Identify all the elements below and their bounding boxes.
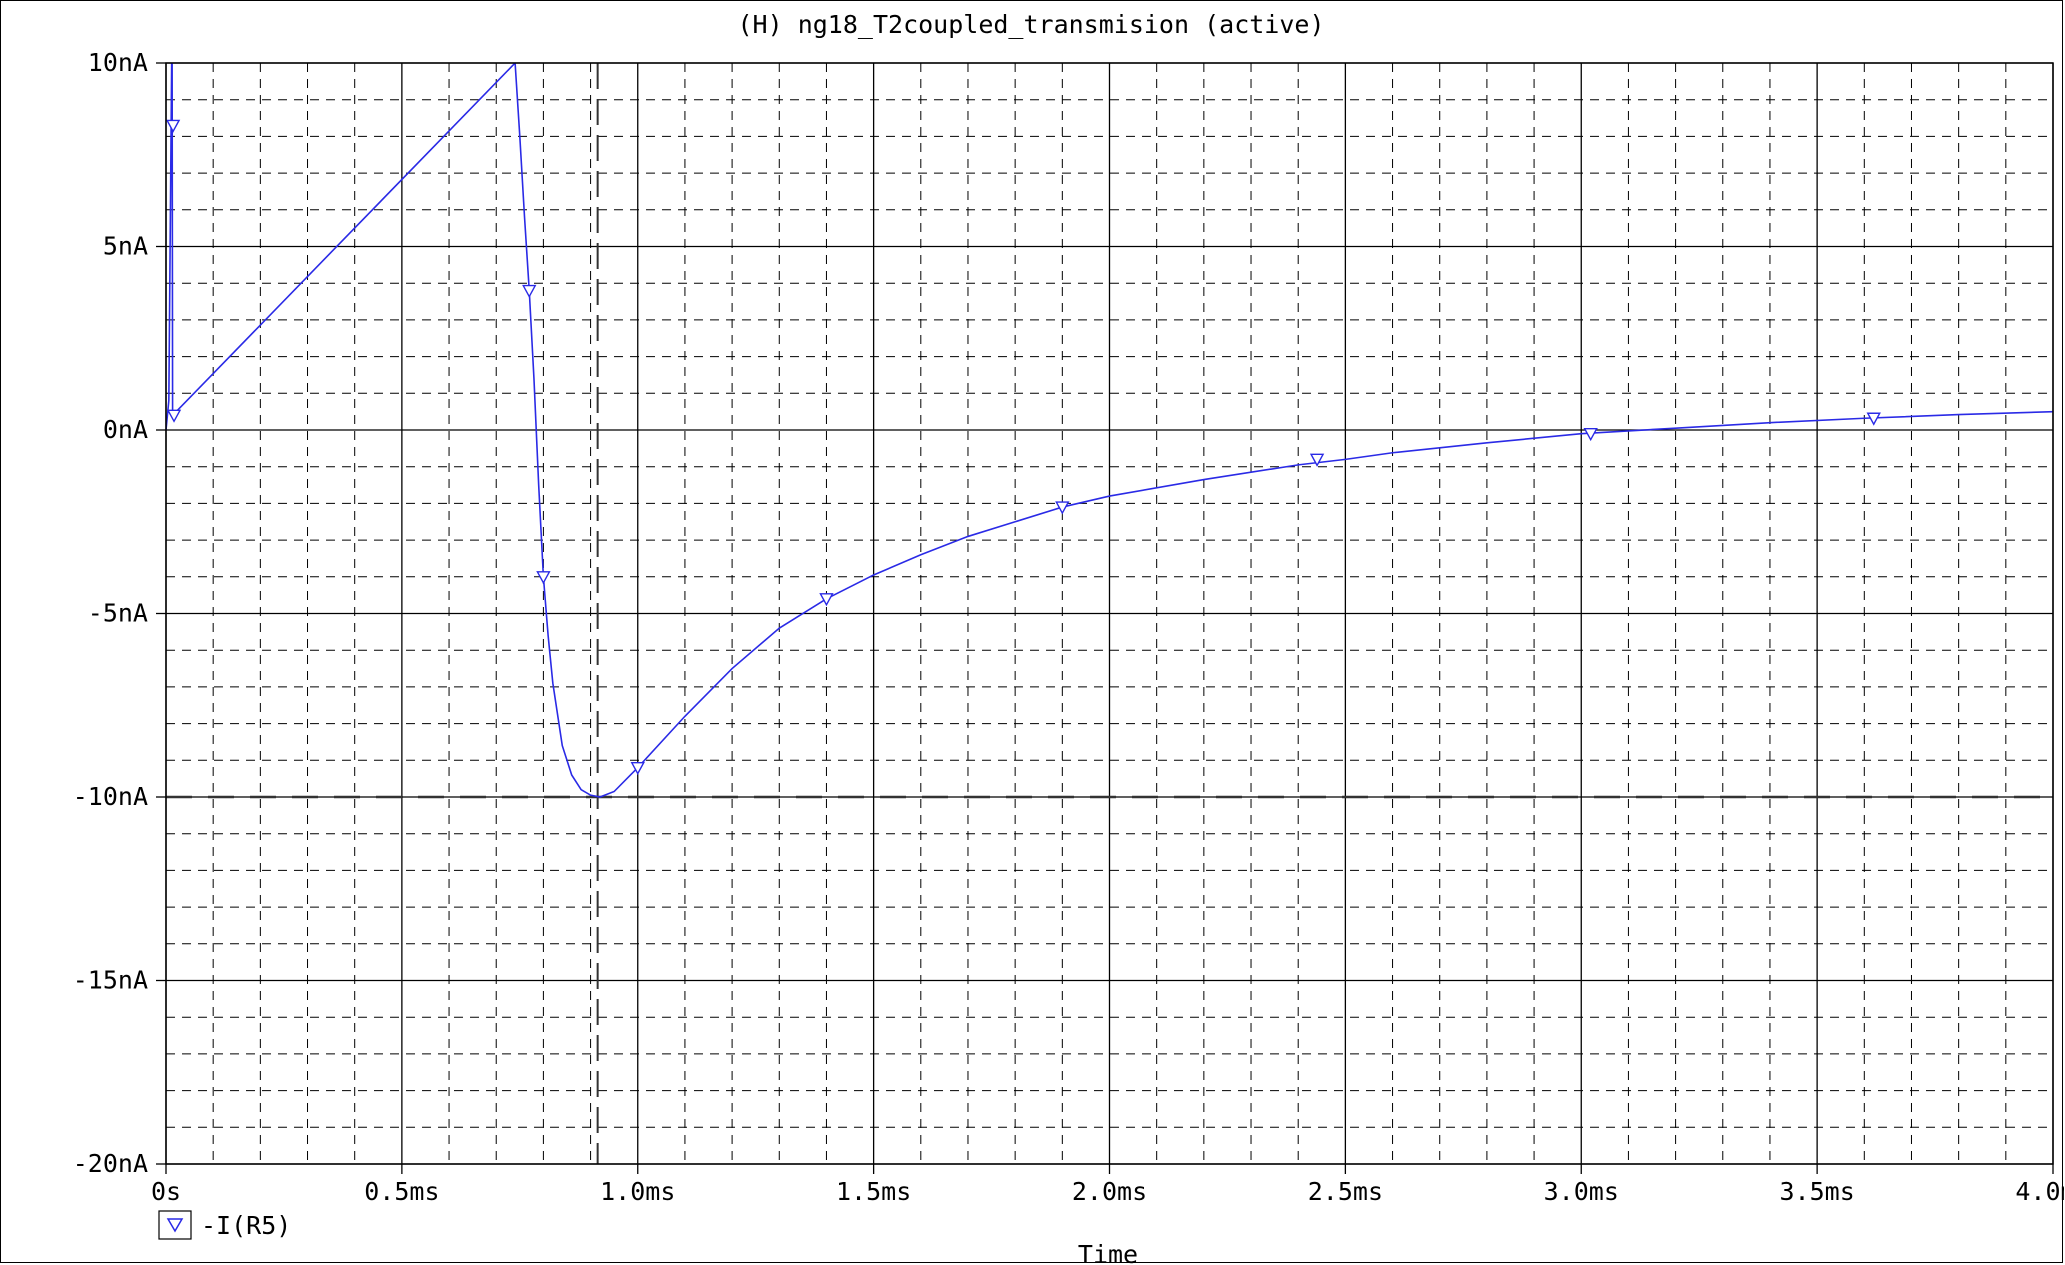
x-tick-label: 4.0ms — [2015, 1177, 2064, 1206]
chart-title: (H) ng18_T2coupled_transmision (active) — [738, 10, 1325, 39]
series-marker-triangle — [819, 593, 834, 607]
y-tick-label: -20nA — [73, 1149, 148, 1178]
series-group — [166, 63, 2053, 798]
x-axis-label: Time — [1078, 1240, 1138, 1264]
series-marker-triangle — [1583, 427, 1598, 442]
y-tick-label: 0nA — [103, 415, 148, 444]
y-tick-label: -5nA — [88, 599, 148, 628]
x-tick-label: 0s — [151, 1177, 181, 1206]
y-axis-ticks: 10nA 5nA 0nA -5nA -10nA -15nA -20nA — [73, 48, 166, 1178]
x-tick-label: 0.5ms — [364, 1177, 439, 1206]
cursor-crosshair[interactable] — [166, 63, 2053, 1164]
series-marker-triangle — [166, 409, 182, 423]
legend-marker-box — [158, 1210, 192, 1240]
x-tick-label: 1.0ms — [600, 1177, 675, 1206]
legend-triangle-icon — [166, 1218, 184, 1233]
y-tick-label: 5nA — [103, 232, 148, 261]
series-line-i-r5 — [166, 63, 2053, 798]
y-tick-label: -15nA — [73, 966, 148, 995]
series-marker-triangle — [1866, 412, 1881, 426]
x-tick-label: 1.5ms — [836, 1177, 911, 1206]
series-marker-triangle — [1055, 501, 1070, 515]
series-marker-triangle — [536, 571, 551, 585]
y-tick-label: 10nA — [88, 48, 148, 77]
series-marker-triangle — [522, 284, 537, 299]
x-tick-label: 3.0ms — [1544, 1177, 1619, 1206]
legend[interactable]: -I(R5) — [158, 1210, 291, 1240]
series-marker-triangle — [166, 119, 181, 133]
series-marker-triangle — [630, 761, 645, 776]
x-axis-ticks: 0s 0.5ms 1.0ms 1.5ms 2.0ms 2.5ms 3.0ms 3.5ms 4.0… — [151, 1164, 2064, 1206]
y-tick-label: -10nA — [73, 782, 148, 811]
x-tick-label: 2.0ms — [1072, 1177, 1147, 1206]
x-tick-label: 2.5ms — [1308, 1177, 1383, 1206]
legend-label: -I(R5) — [201, 1211, 291, 1240]
series-marker-triangle — [1309, 453, 1325, 467]
x-tick-label: 3.5ms — [1779, 1177, 1854, 1206]
